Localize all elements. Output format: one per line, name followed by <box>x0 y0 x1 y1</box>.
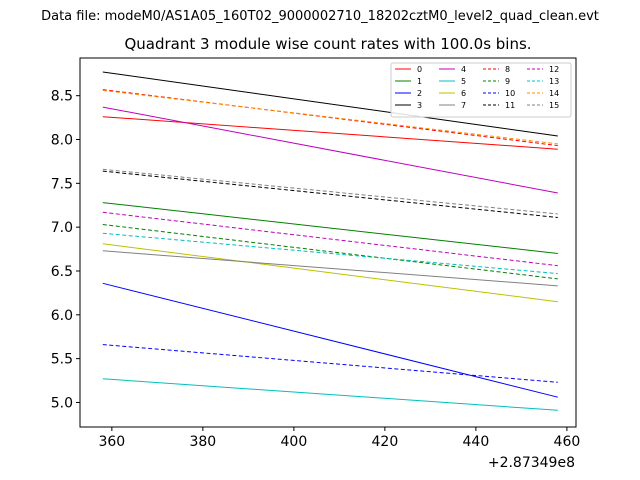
x-tick-label: 440 <box>463 434 490 450</box>
series-line-7 <box>102 250 558 287</box>
x-tick-label: 420 <box>372 434 399 450</box>
series-layer <box>102 71 558 411</box>
y-tick-label: 5.0 <box>51 395 73 411</box>
legend-label-12: 12 <box>549 65 559 74</box>
series-line-5 <box>102 378 558 411</box>
legend-label-1: 1 <box>417 77 422 86</box>
legend-label-14: 14 <box>549 89 559 98</box>
legend-label-11: 11 <box>505 101 515 110</box>
series-line-11 <box>102 170 558 218</box>
y-tick-label: 5.5 <box>51 352 73 368</box>
legend-label-4: 4 <box>461 65 466 74</box>
series-line-4 <box>102 106 558 194</box>
y-tick-label: 7.5 <box>51 176 73 192</box>
x-tick-label: 400 <box>281 434 308 450</box>
series-line-13 <box>102 232 558 275</box>
series-line-0 <box>102 116 558 150</box>
legend-box <box>390 62 572 118</box>
legend-label-3: 3 <box>417 101 422 110</box>
y-tick-label: 7.0 <box>51 220 73 236</box>
y-tick-label: 8.5 <box>51 89 73 105</box>
legend-label-15: 15 <box>549 101 559 110</box>
series-line-12 <box>102 211 558 267</box>
x-tick-label: 380 <box>189 434 216 450</box>
series-line-15 <box>102 168 558 215</box>
legend-label-6: 6 <box>461 89 466 98</box>
plot-frame <box>79 57 577 428</box>
x-tick-label: 460 <box>554 434 581 450</box>
series-line-14 <box>102 89 558 145</box>
legend-label-8: 8 <box>505 65 510 74</box>
legend-label-5: 5 <box>461 77 466 86</box>
legend-label-7: 7 <box>461 101 466 110</box>
series-line-9 <box>102 224 558 280</box>
series-line-10 <box>102 344 558 383</box>
y-tick-label: 6.5 <box>51 264 73 280</box>
legend-label-9: 9 <box>505 77 510 86</box>
x-tick-label: 360 <box>98 434 125 450</box>
x-offset-label: +2.87349e8 <box>488 455 575 471</box>
series-line-1 <box>102 202 558 254</box>
suptitle: Data file: modeM0/AS1A05_160T02_90000027… <box>41 9 599 24</box>
series-line-2 <box>102 282 558 398</box>
legend-label-10: 10 <box>505 89 515 98</box>
legend-label-2: 2 <box>417 89 422 98</box>
legend-label-0: 0 <box>417 65 422 74</box>
legend-label-13: 13 <box>549 77 559 86</box>
y-tick-label: 8.0 <box>51 133 73 149</box>
chart-title: Quadrant 3 module wise count rates with … <box>124 35 531 53</box>
y-tick-label: 6.0 <box>51 308 73 324</box>
axis-layer: 360 380 400 420 440 460 5.0 5.5 6.0 6.5 7.0 7.5 8.0 8… <box>51 89 581 450</box>
series-line-6 <box>102 243 558 303</box>
series-line-3 <box>102 71 558 137</box>
